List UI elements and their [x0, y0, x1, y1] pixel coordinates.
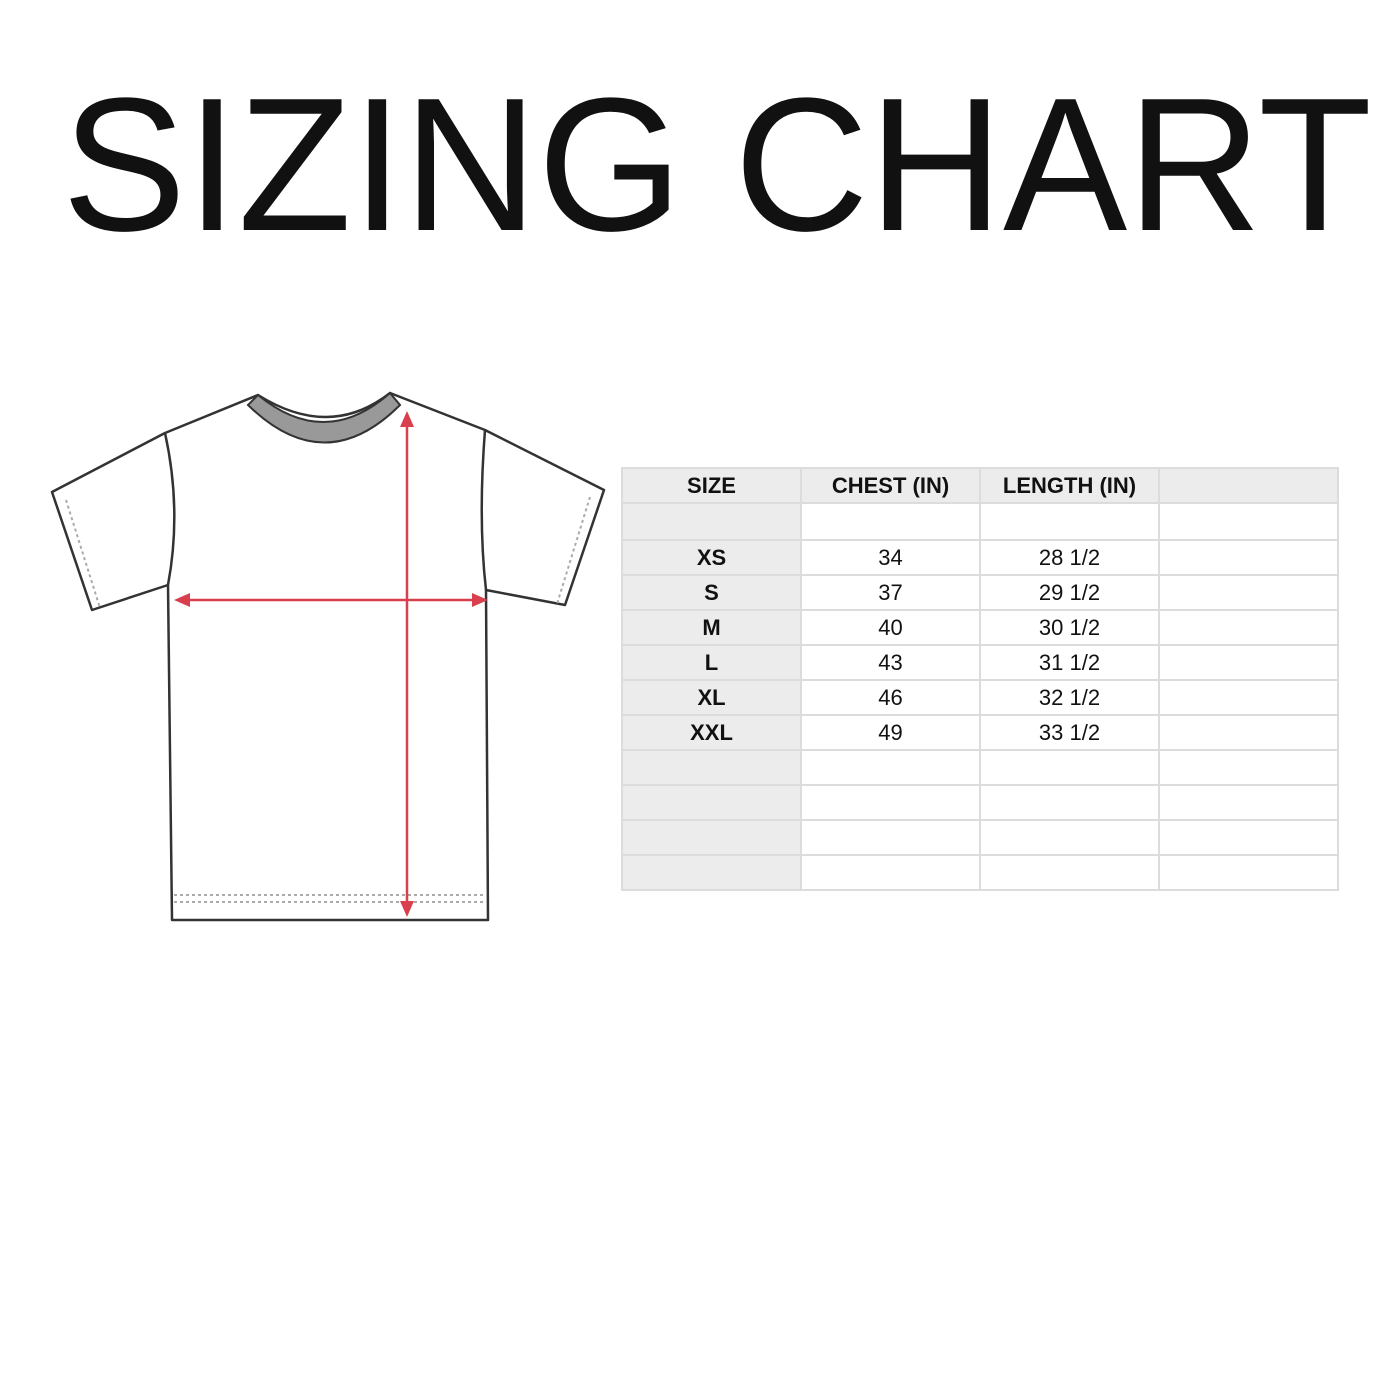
table-row: S 37 29 1/2: [621, 574, 1339, 611]
table-row-blank: [621, 784, 1339, 821]
length-cell: 29 1/2: [979, 574, 1160, 611]
length-cell: 28 1/2: [979, 539, 1160, 576]
table-row-blank: [621, 749, 1339, 786]
t-shirt-body: [50, 391, 606, 922]
chest-cell: 49: [800, 714, 981, 751]
size-cell: L: [621, 644, 802, 681]
t-shirt-measurement-icon: [50, 391, 606, 922]
page-title: SIZING CHART: [62, 59, 1372, 260]
empty-cell: [1158, 574, 1339, 611]
empty-cell: [1158, 644, 1339, 681]
size-cell: XL: [621, 679, 802, 716]
header-size: SIZE: [621, 467, 802, 504]
chest-cell: 43: [800, 644, 981, 681]
header-chest: CHEST (IN): [800, 467, 981, 504]
header-length: LENGTH (IN): [979, 467, 1160, 504]
empty-cell: [1158, 714, 1339, 751]
table-row: M 40 30 1/2: [621, 609, 1339, 646]
size-cell: S: [621, 574, 802, 611]
table-row: XL 46 32 1/2: [621, 679, 1339, 716]
empty-cell: [1158, 679, 1339, 716]
title-text: SIZING CHART: [62, 59, 1372, 260]
length-cell: 31 1/2: [979, 644, 1160, 681]
length-cell: 32 1/2: [979, 679, 1160, 716]
length-cell: 30 1/2: [979, 609, 1160, 646]
chest-cell: 40: [800, 609, 981, 646]
length-cell: 33 1/2: [979, 714, 1160, 751]
table-row-blank: [621, 502, 1339, 541]
empty-cell: [1158, 539, 1339, 576]
table-row-blank: [621, 854, 1339, 891]
chest-cell: 37: [800, 574, 981, 611]
table-header-row: SIZE CHEST (IN) LENGTH (IN): [621, 467, 1339, 504]
size-table: SIZE CHEST (IN) LENGTH (IN) XS 34 28 1/2 S…: [621, 467, 1339, 891]
size-cell: XXL: [621, 714, 802, 751]
table-row: L 43 31 1/2: [621, 644, 1339, 681]
size-cell: XS: [621, 539, 802, 576]
table-row: XS 34 28 1/2: [621, 539, 1339, 576]
table-row: XXL 49 33 1/2: [621, 714, 1339, 751]
empty-cell: [1158, 609, 1339, 646]
collar: [246, 391, 402, 444]
chest-cell: 34: [800, 539, 981, 576]
size-cell: M: [621, 609, 802, 646]
table-row-blank: [621, 819, 1339, 856]
chest-cell: 46: [800, 679, 981, 716]
header-empty: [1158, 467, 1339, 504]
